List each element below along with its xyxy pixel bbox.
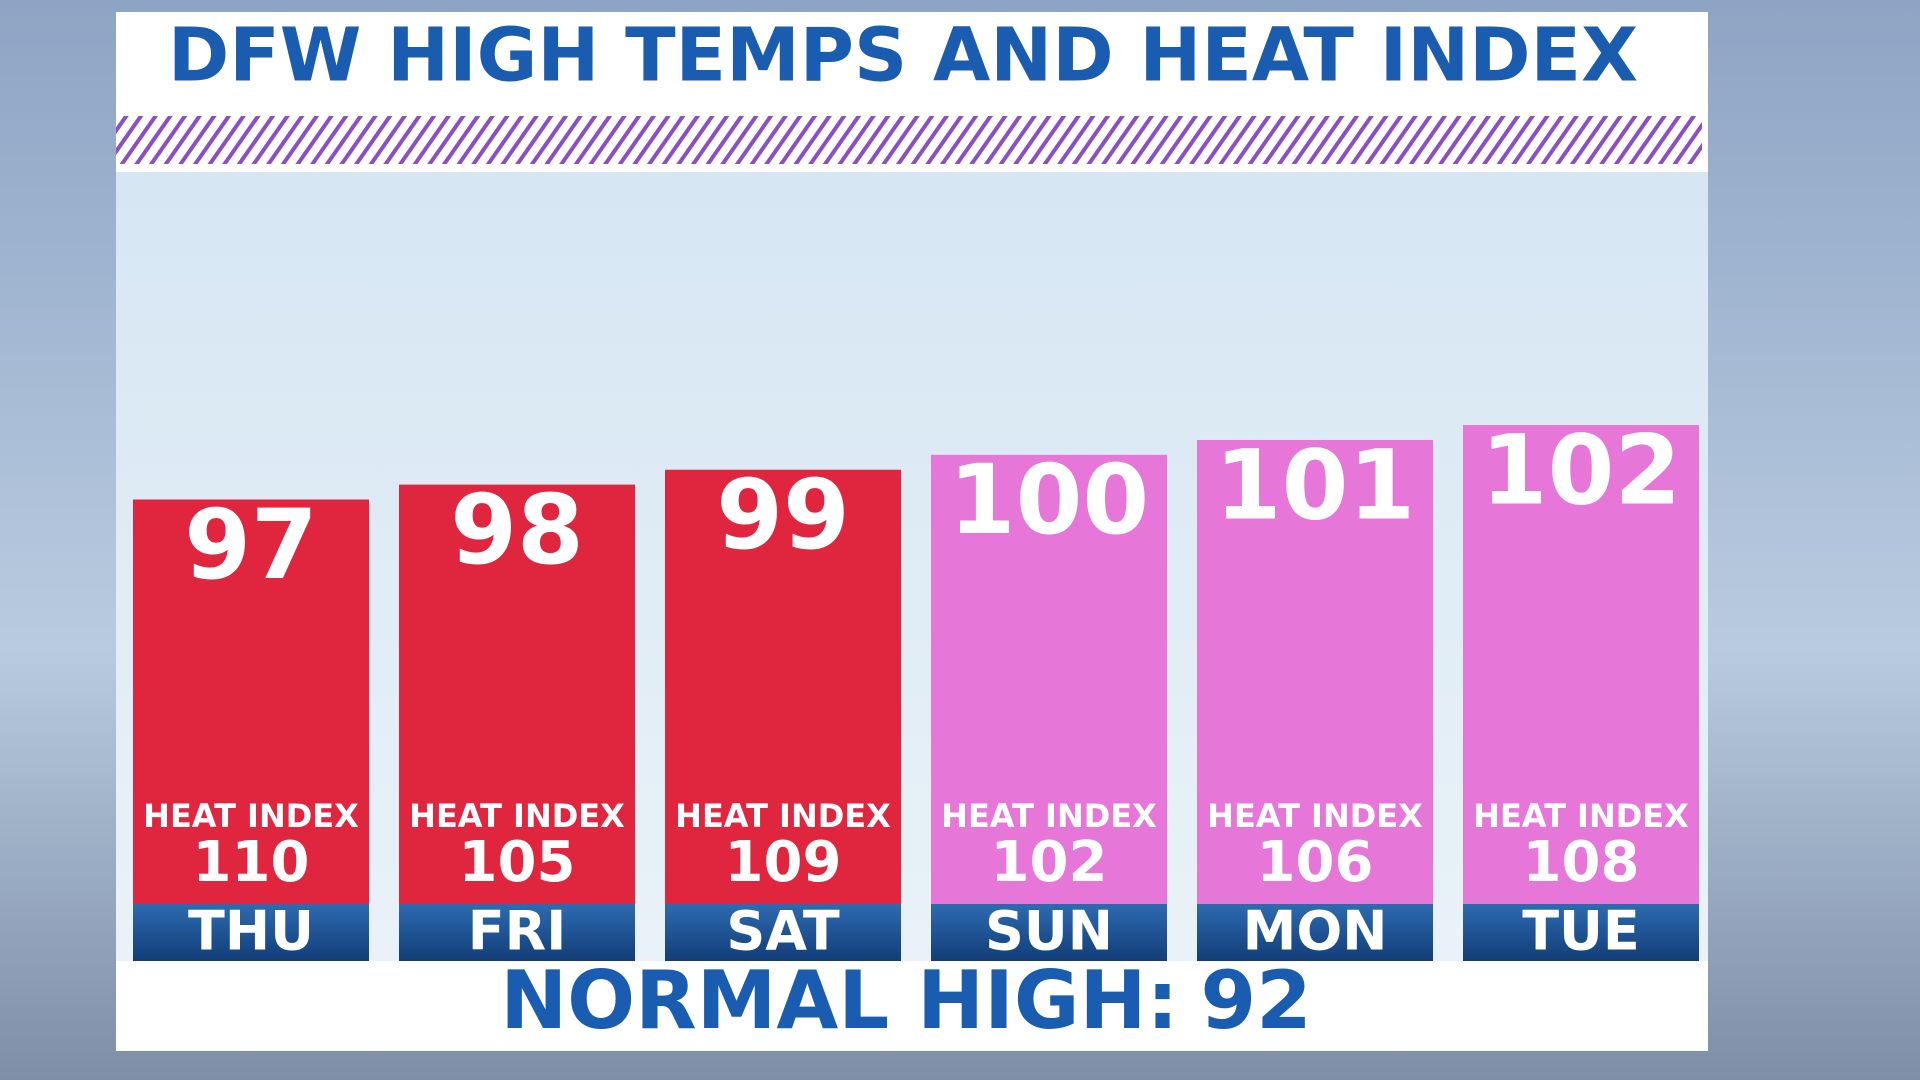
bar [399,484,635,961]
value-label: 98 [450,474,584,586]
heat-index-value: 102 [991,830,1108,895]
heat-index-label: HEAT INDEX [941,797,1157,835]
heat-index-value: 105 [459,830,576,895]
normal-high: NORMAL HIGH: 92 [500,954,1312,1047]
heat-index-label: HEAT INDEX [1207,797,1423,835]
value-label: 99 [716,459,850,571]
x-tick-label: MON [1243,900,1388,963]
heat-index-label: HEAT INDEX [143,797,359,835]
x-tick-label: TUE [1522,900,1640,963]
normal-high-label: NORMAL HIGH: [500,954,1178,1047]
chart-title: DFW HIGH TEMPS AND HEAT INDEX [168,13,1638,99]
x-tick-label: THU [188,900,314,963]
bar [665,469,901,961]
x-tick-label: FRI [468,900,567,963]
x-tick-label: SAT [726,900,839,963]
normal-high-value: 92 [1200,954,1311,1047]
bar [133,499,369,961]
heat-index-value: 110 [193,830,310,895]
hatch-stripe [116,116,1702,164]
heat-index-value: 109 [725,830,842,895]
bar [1197,439,1433,961]
day-strip [1197,904,1433,961]
day-strip [133,904,369,961]
day-strip [665,904,901,961]
bar [1463,425,1699,962]
x-tick-label: SUN [985,900,1113,963]
plot-panel [116,172,1708,961]
heat-index-value: 106 [1257,830,1374,895]
value-label: 100 [949,444,1149,556]
value-label: 101 [1215,429,1415,541]
day-strip [931,904,1167,961]
heat-index-value: 108 [1523,830,1640,895]
day-strip [1463,904,1699,961]
value-label: 97 [184,489,318,601]
bar [931,454,1167,961]
heat-index-label: HEAT INDEX [675,797,891,835]
value-label: 102 [1481,414,1681,526]
heat-index-label: HEAT INDEX [409,797,625,835]
heat-index-label: HEAT INDEX [1473,797,1689,835]
day-strip [399,904,635,961]
footer-box [116,961,1708,1051]
